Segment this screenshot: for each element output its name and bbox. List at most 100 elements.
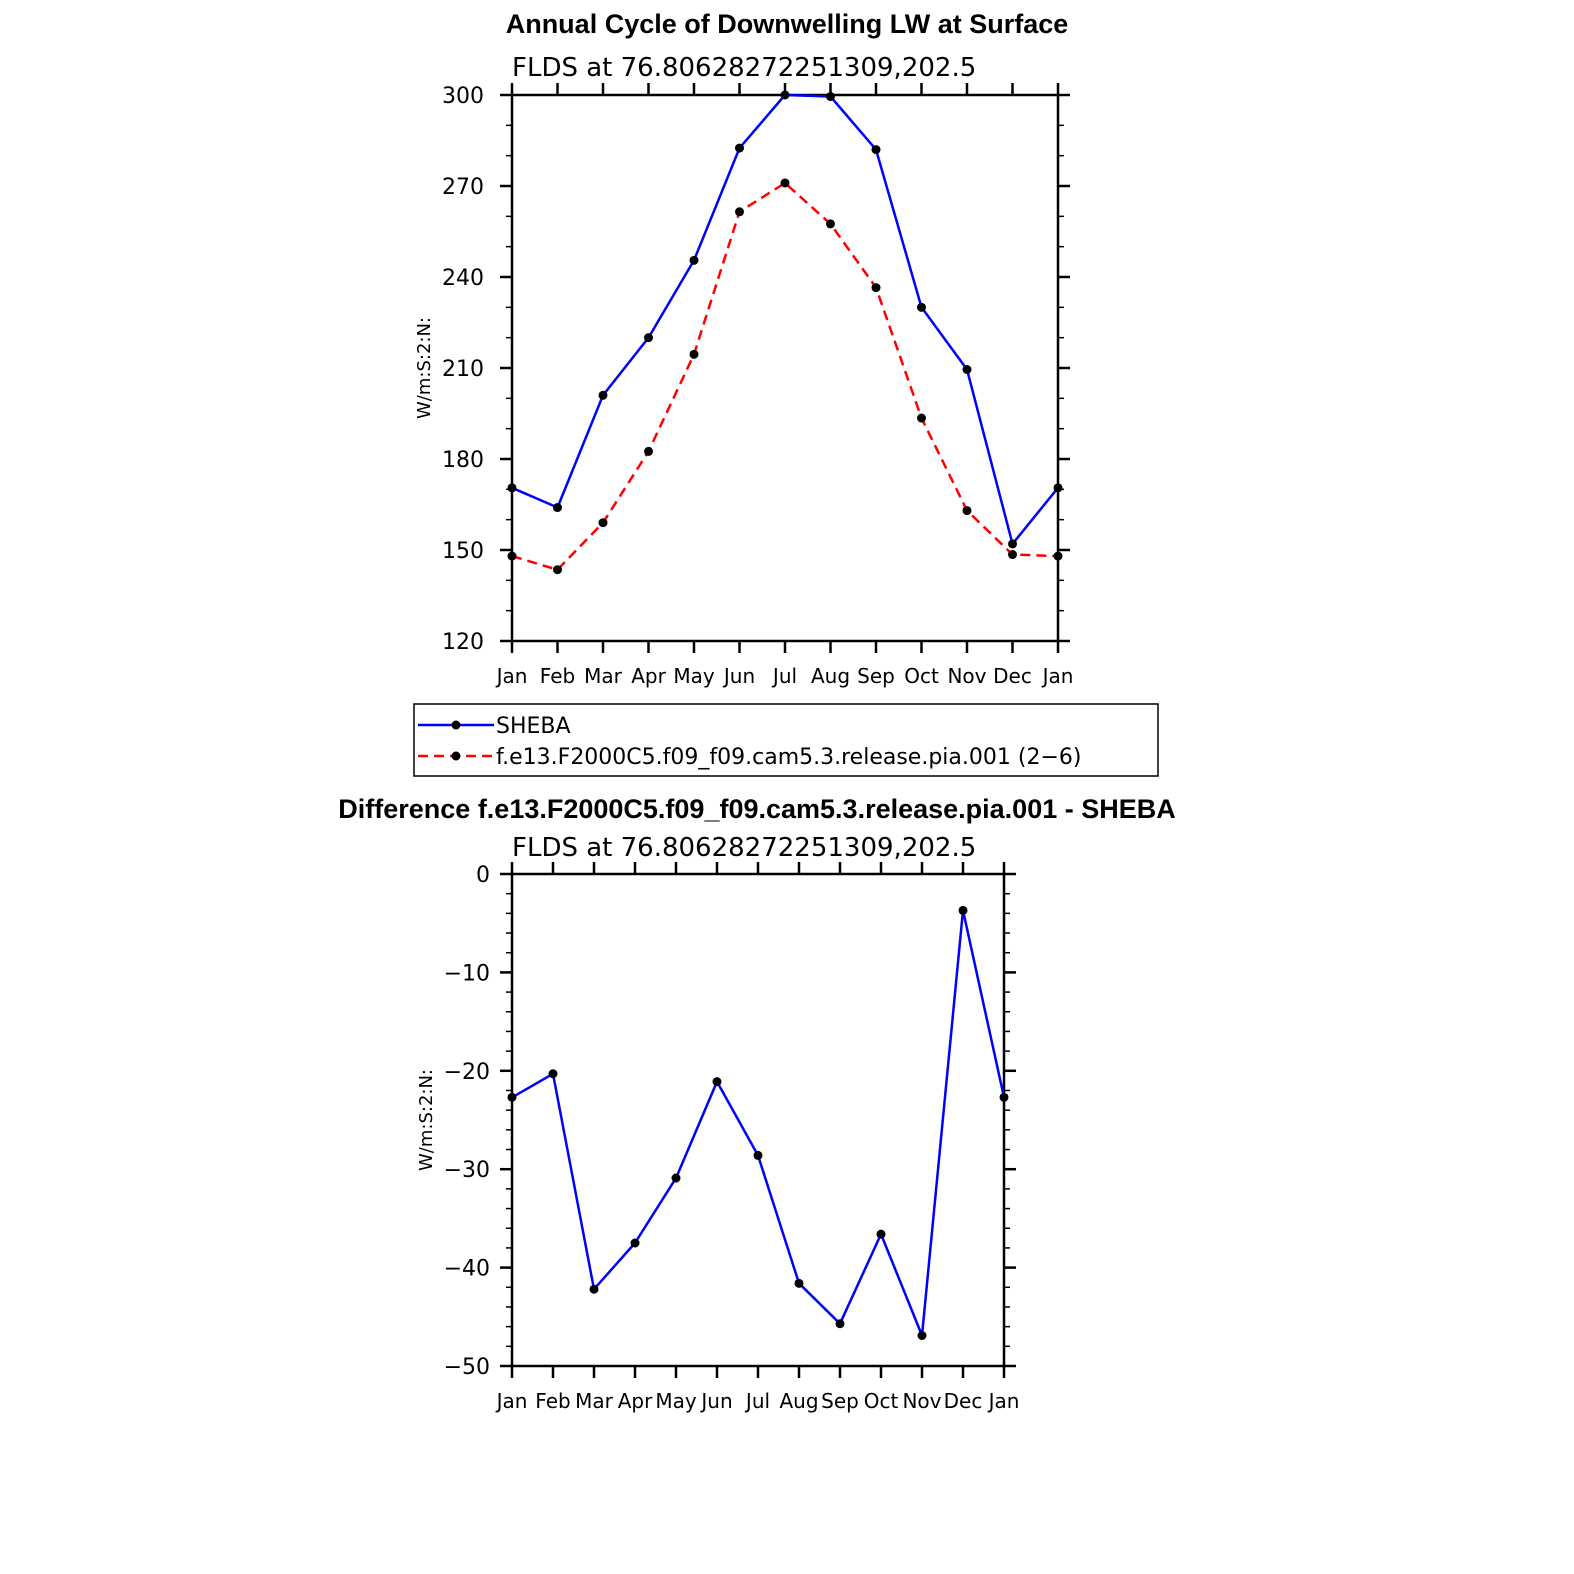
data-point [735, 207, 744, 217]
axis-ticks [500, 83, 1070, 653]
x-tick-label: Dec [993, 664, 1032, 688]
legend-box [413, 703, 1159, 777]
data-point [826, 219, 835, 229]
series-line-0 [511, 93, 1059, 546]
data-point [712, 1077, 722, 1087]
chart-title: Annual Cycle of Downwelling LW at Surfac… [506, 9, 1069, 39]
x-tick-label: Jun [722, 664, 755, 688]
data-point [999, 1092, 1009, 1102]
data-point [553, 503, 562, 513]
x-tick-label: Jun [699, 1389, 732, 1413]
x-tick-label: Feb [540, 664, 575, 688]
data-point [917, 1330, 927, 1340]
x-tick-label: May [673, 664, 715, 688]
data-point [1053, 483, 1063, 493]
series-line-1 [511, 181, 1059, 571]
x-tick-label: May [655, 1389, 697, 1413]
x-tick-label: Aug [779, 1389, 818, 1413]
x-tick-label: Nov [902, 1389, 941, 1413]
y-tick-label: −30 [444, 1158, 490, 1183]
data-point [689, 255, 699, 265]
y-tick-label: 120 [442, 630, 484, 655]
data-point [917, 302, 926, 312]
x-tick-label: Mar [575, 1389, 614, 1413]
x-tick-labels: Jan Feb Mar Apr May Jun Jul Aug Sep Oct Nov Dec Jan [495, 1389, 1020, 1413]
data-point [794, 1278, 804, 1288]
x-tick-label: Oct [904, 664, 939, 688]
y-tick-label: −50 [444, 1355, 490, 1380]
data-point [876, 1229, 886, 1239]
data-point [962, 506, 972, 516]
x-tick-label: Jan [495, 1389, 528, 1413]
x-tick-label: Jul [771, 664, 797, 688]
chart-subtitle: FLDS at 76.80628272251309,202.5 [512, 833, 976, 863]
legend-marker-model [451, 751, 461, 761]
plot-frame [510, 93, 1060, 643]
data-point [735, 143, 744, 153]
x-tick-label: Sep [857, 664, 895, 688]
legend: SHEBA f.e13.F2000C5.f09_f09.cam5.3.relea… [413, 703, 1159, 777]
data-point [644, 446, 653, 456]
data-point [1008, 550, 1017, 560]
data-point [1053, 551, 1063, 561]
x-tick-labels: Jan Feb Mar Apr May Jun Jul Aug Sep Oct Nov Dec Jan [495, 664, 1074, 688]
data-point [598, 390, 608, 400]
plot-frame [510, 872, 1006, 1368]
legend-label-model: f.e13.F2000C5.f09_f09.cam5.3.release.pia… [496, 745, 1081, 770]
y-tick-label: 0 [476, 863, 490, 888]
y-tick-label: 270 [442, 175, 484, 200]
y-tick-labels: −50 −40 −30 −20 −10 0 [444, 863, 490, 1380]
legend-label-sheba: SHEBA [496, 714, 571, 739]
data-point [753, 1150, 763, 1160]
series-line-0 [511, 909, 1006, 1337]
x-tick-label: Jan [1041, 664, 1074, 688]
data-point [871, 283, 881, 293]
series-layer [507, 905, 1009, 1340]
data-point [644, 333, 653, 343]
y-axis-label: W/m:S:2:N: [414, 317, 435, 419]
x-tick-label: Dec [944, 1389, 983, 1413]
difference-chart: Difference f.e13.F2000C5.f09_f09.cam5.3.… [338, 794, 1175, 1413]
axis-ticks [500, 862, 1016, 1378]
x-tick-label: Aug [811, 664, 850, 688]
data-point [671, 1173, 681, 1183]
data-point [553, 565, 562, 575]
y-axis-label: W/m:S:2:N: [416, 1069, 437, 1171]
data-point [598, 518, 608, 528]
x-tick-label: Apr [618, 1389, 653, 1413]
y-tick-label: 150 [442, 539, 484, 564]
series-layer [507, 90, 1063, 575]
y-tick-label: 300 [442, 84, 484, 109]
data-point [958, 905, 968, 915]
y-tick-label: −10 [444, 961, 490, 986]
data-point [589, 1284, 599, 1294]
data-point [962, 365, 972, 375]
x-tick-label: Apr [631, 664, 666, 688]
legend-marker-sheba [451, 720, 461, 730]
chart-title: Difference f.e13.F2000C5.f09_f09.cam5.3.… [338, 794, 1175, 824]
y-tick-label: −20 [444, 1060, 490, 1085]
data-point [507, 551, 517, 561]
data-point [1008, 539, 1017, 549]
x-tick-label: Feb [535, 1389, 570, 1413]
data-point [780, 178, 790, 188]
data-point [826, 92, 835, 102]
chart-subtitle: FLDS at 76.80628272251309,202.5 [512, 53, 976, 83]
data-point [630, 1238, 640, 1248]
y-tick-label: 240 [442, 266, 484, 291]
data-point [871, 145, 881, 155]
data-point [548, 1069, 558, 1079]
x-tick-label: Mar [584, 664, 623, 688]
data-point [507, 483, 517, 493]
y-tick-label: 180 [442, 448, 484, 473]
x-tick-label: Nov [947, 664, 986, 688]
data-point [917, 413, 926, 423]
x-tick-label: Sep [821, 1389, 859, 1413]
data-point [507, 1092, 517, 1102]
data-point [835, 1319, 845, 1329]
x-tick-label: Jan [987, 1389, 1020, 1413]
y-tick-label: −40 [444, 1257, 490, 1282]
x-tick-label: Oct [864, 1389, 899, 1413]
y-tick-labels: 120 150 180 210 240 270 300 [442, 84, 484, 655]
